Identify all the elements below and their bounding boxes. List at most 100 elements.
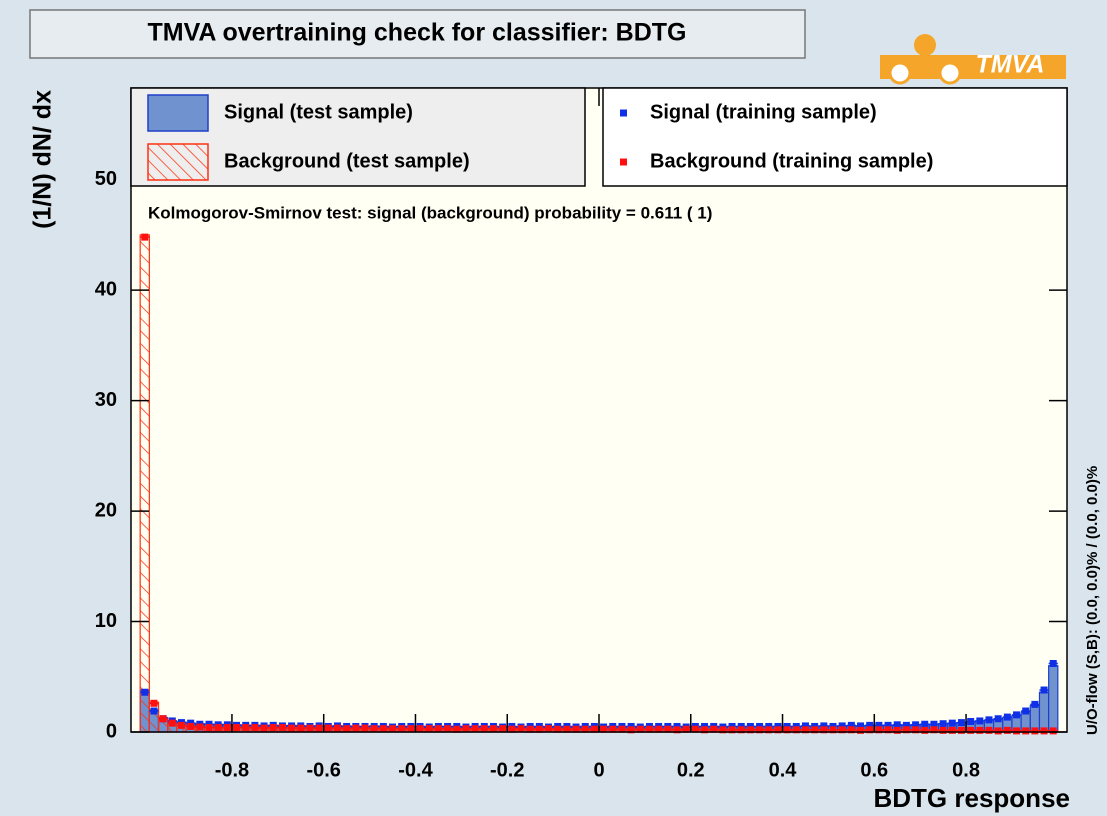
- marker: [664, 725, 672, 733]
- marker: [912, 726, 920, 734]
- training-point: [773, 726, 783, 734]
- legend-entry: Background (test sample): [147, 143, 470, 181]
- marker: [278, 724, 286, 732]
- training-point: [351, 724, 361, 732]
- marker: [545, 725, 553, 733]
- training-point: [287, 724, 297, 732]
- training-point: [553, 725, 563, 733]
- marker: [994, 715, 1002, 723]
- training-point: [1011, 727, 1022, 735]
- legend-label: Background (training sample): [650, 150, 933, 172]
- marker: [526, 725, 534, 733]
- training-point: [543, 725, 554, 733]
- training-point: [452, 725, 462, 733]
- training-point: [1021, 727, 1031, 735]
- training-point: [1002, 726, 1012, 734]
- x-tick-label: -0.8: [215, 759, 249, 781]
- training-point: [424, 725, 434, 733]
- logo: TMVA: [880, 34, 1066, 85]
- training-point: [846, 721, 856, 729]
- training-point: [855, 726, 866, 734]
- marker: [159, 715, 167, 723]
- training-point: [929, 726, 939, 734]
- marker: [618, 725, 626, 733]
- marker: [875, 726, 883, 734]
- training-point: [470, 725, 480, 733]
- training-point: [479, 725, 489, 733]
- marker: [655, 725, 663, 733]
- marker: [820, 722, 828, 730]
- training-point: [332, 724, 343, 732]
- marker: [948, 719, 956, 727]
- y-tick-label: 50: [95, 168, 117, 190]
- legend-swatch: [147, 143, 209, 181]
- training-point: [617, 725, 627, 733]
- training-point: [1030, 700, 1040, 708]
- marker: [866, 726, 874, 734]
- training-point: [819, 726, 829, 734]
- x-tick-label: 0.8: [952, 759, 980, 781]
- marker: [508, 725, 516, 733]
- marker: [976, 726, 984, 734]
- training-point: [342, 725, 352, 733]
- training-point: [938, 720, 948, 728]
- marker: [691, 725, 699, 733]
- training-point: [305, 724, 315, 732]
- x-tick-label: 0.4: [769, 759, 798, 781]
- training-point: [911, 721, 921, 729]
- marker: [554, 725, 562, 733]
- marker: [847, 721, 855, 729]
- legend-label: Background (test sample): [224, 150, 470, 172]
- training-point: [1039, 686, 1049, 694]
- marker: [389, 725, 397, 733]
- marker: [379, 725, 387, 733]
- training-point: [516, 725, 526, 733]
- training-point: [158, 715, 168, 723]
- training-point: [956, 726, 967, 734]
- marker: [600, 725, 608, 733]
- training-point: [635, 725, 645, 733]
- legend-box: [602, 87, 1068, 187]
- marker: [242, 724, 250, 732]
- marker: [1031, 700, 1039, 708]
- marker: [902, 726, 910, 734]
- marker: [306, 724, 314, 732]
- training-point: [259, 724, 269, 732]
- marker: [407, 725, 415, 733]
- training-point: [865, 726, 875, 734]
- title-box: [29, 9, 806, 59]
- x-axis-title: BDTG response: [874, 783, 1071, 813]
- marker: [930, 726, 938, 734]
- training-point: [140, 688, 150, 696]
- training-point: [874, 721, 884, 729]
- training-point: [947, 719, 957, 727]
- y-tick-label: 0: [106, 720, 117, 742]
- training-point: [1048, 727, 1058, 735]
- training-point: [369, 725, 379, 733]
- marker: [857, 722, 865, 730]
- histogram-bar: [1048, 665, 1059, 733]
- marker: [150, 707, 158, 715]
- ks-annotation: Kolmogorov-Smirnov test: signal (backgro…: [148, 203, 712, 222]
- marker: [288, 724, 296, 732]
- marker: [1022, 707, 1030, 715]
- training-point: [699, 726, 710, 734]
- training-point: [250, 724, 260, 732]
- marker: [297, 724, 305, 732]
- marker: [801, 726, 809, 734]
- training-point: [443, 725, 453, 733]
- training-point: [589, 725, 599, 733]
- marker: [801, 722, 809, 730]
- marker: [489, 725, 497, 733]
- marker: [499, 725, 507, 733]
- marker: [774, 726, 782, 734]
- training-point: [764, 726, 774, 734]
- marker: [847, 726, 855, 734]
- marker: [857, 726, 865, 734]
- marker: [930, 720, 938, 728]
- marker: [756, 726, 764, 734]
- training-point: [690, 725, 700, 733]
- training-point: [231, 724, 242, 732]
- marker: [829, 726, 837, 734]
- training-point: [507, 725, 517, 733]
